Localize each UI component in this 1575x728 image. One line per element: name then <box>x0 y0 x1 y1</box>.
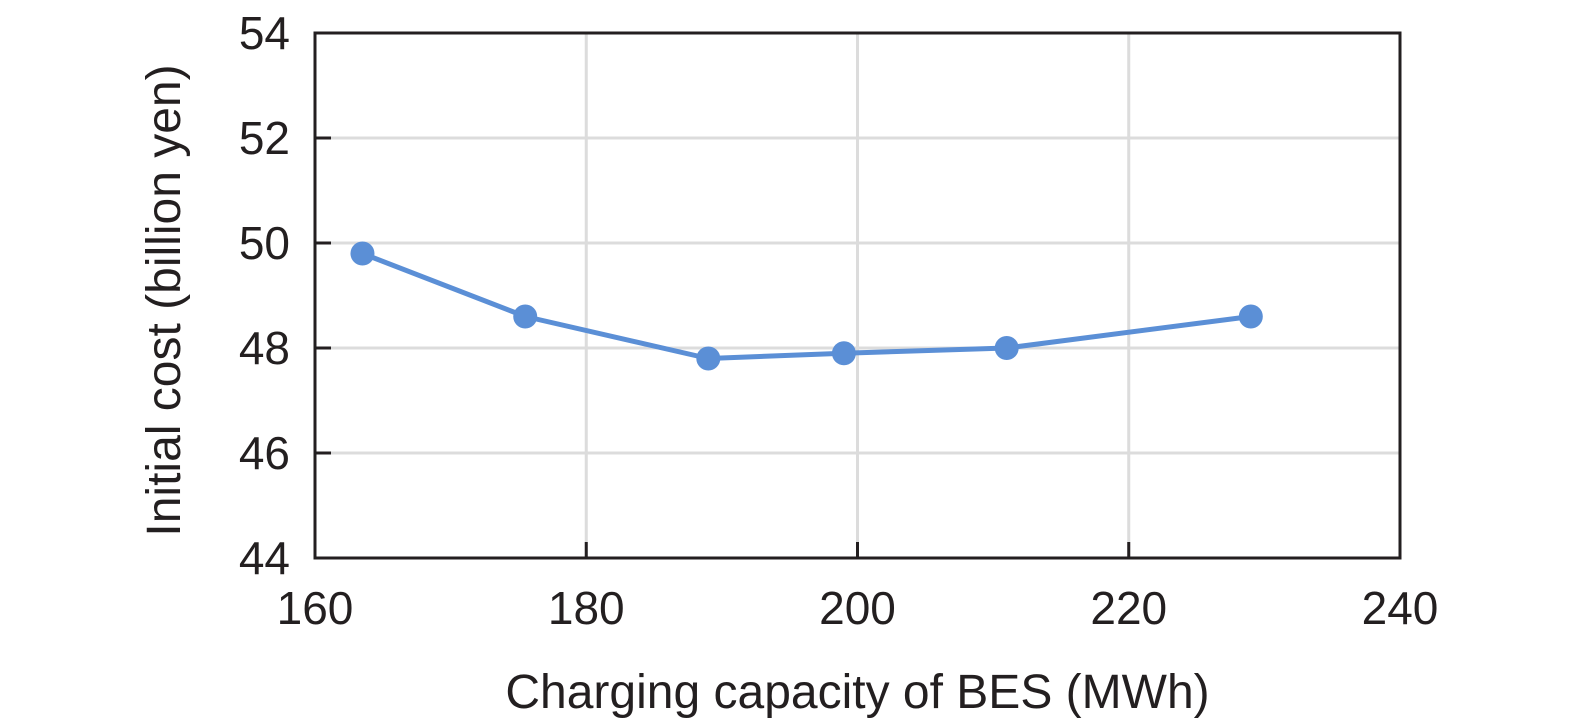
y-tick-label: 52 <box>239 112 290 164</box>
data-point <box>696 346 721 371</box>
y-tick-label: 54 <box>239 7 290 59</box>
data-point <box>513 304 538 329</box>
grid-layer <box>315 33 1400 558</box>
x-tick-label: 240 <box>1362 582 1439 634</box>
series-layer <box>350 241 1263 371</box>
x-tick-label: 220 <box>1090 582 1167 634</box>
y-axis-title: Initial cost (billion yen) <box>138 64 191 536</box>
y-tick-label: 48 <box>239 322 290 374</box>
x-tick-label: 200 <box>819 582 896 634</box>
data-point <box>831 341 856 366</box>
y-tick-label: 50 <box>239 217 290 269</box>
x-tick-label: 160 <box>277 582 354 634</box>
data-point <box>350 241 375 266</box>
series-line <box>361 251 1252 361</box>
x-axis-title: Charging capacity of BES (MWh) <box>505 666 1209 719</box>
y-tick-label: 46 <box>239 427 290 479</box>
data-point <box>994 336 1019 360</box>
y-tick-label: 44 <box>239 532 290 584</box>
data-point <box>1238 304 1263 329</box>
x-tick-label: 180 <box>548 582 625 634</box>
tick-layer: 44 46 48 50 52 54 160 180 200 220 240 <box>239 7 1439 634</box>
